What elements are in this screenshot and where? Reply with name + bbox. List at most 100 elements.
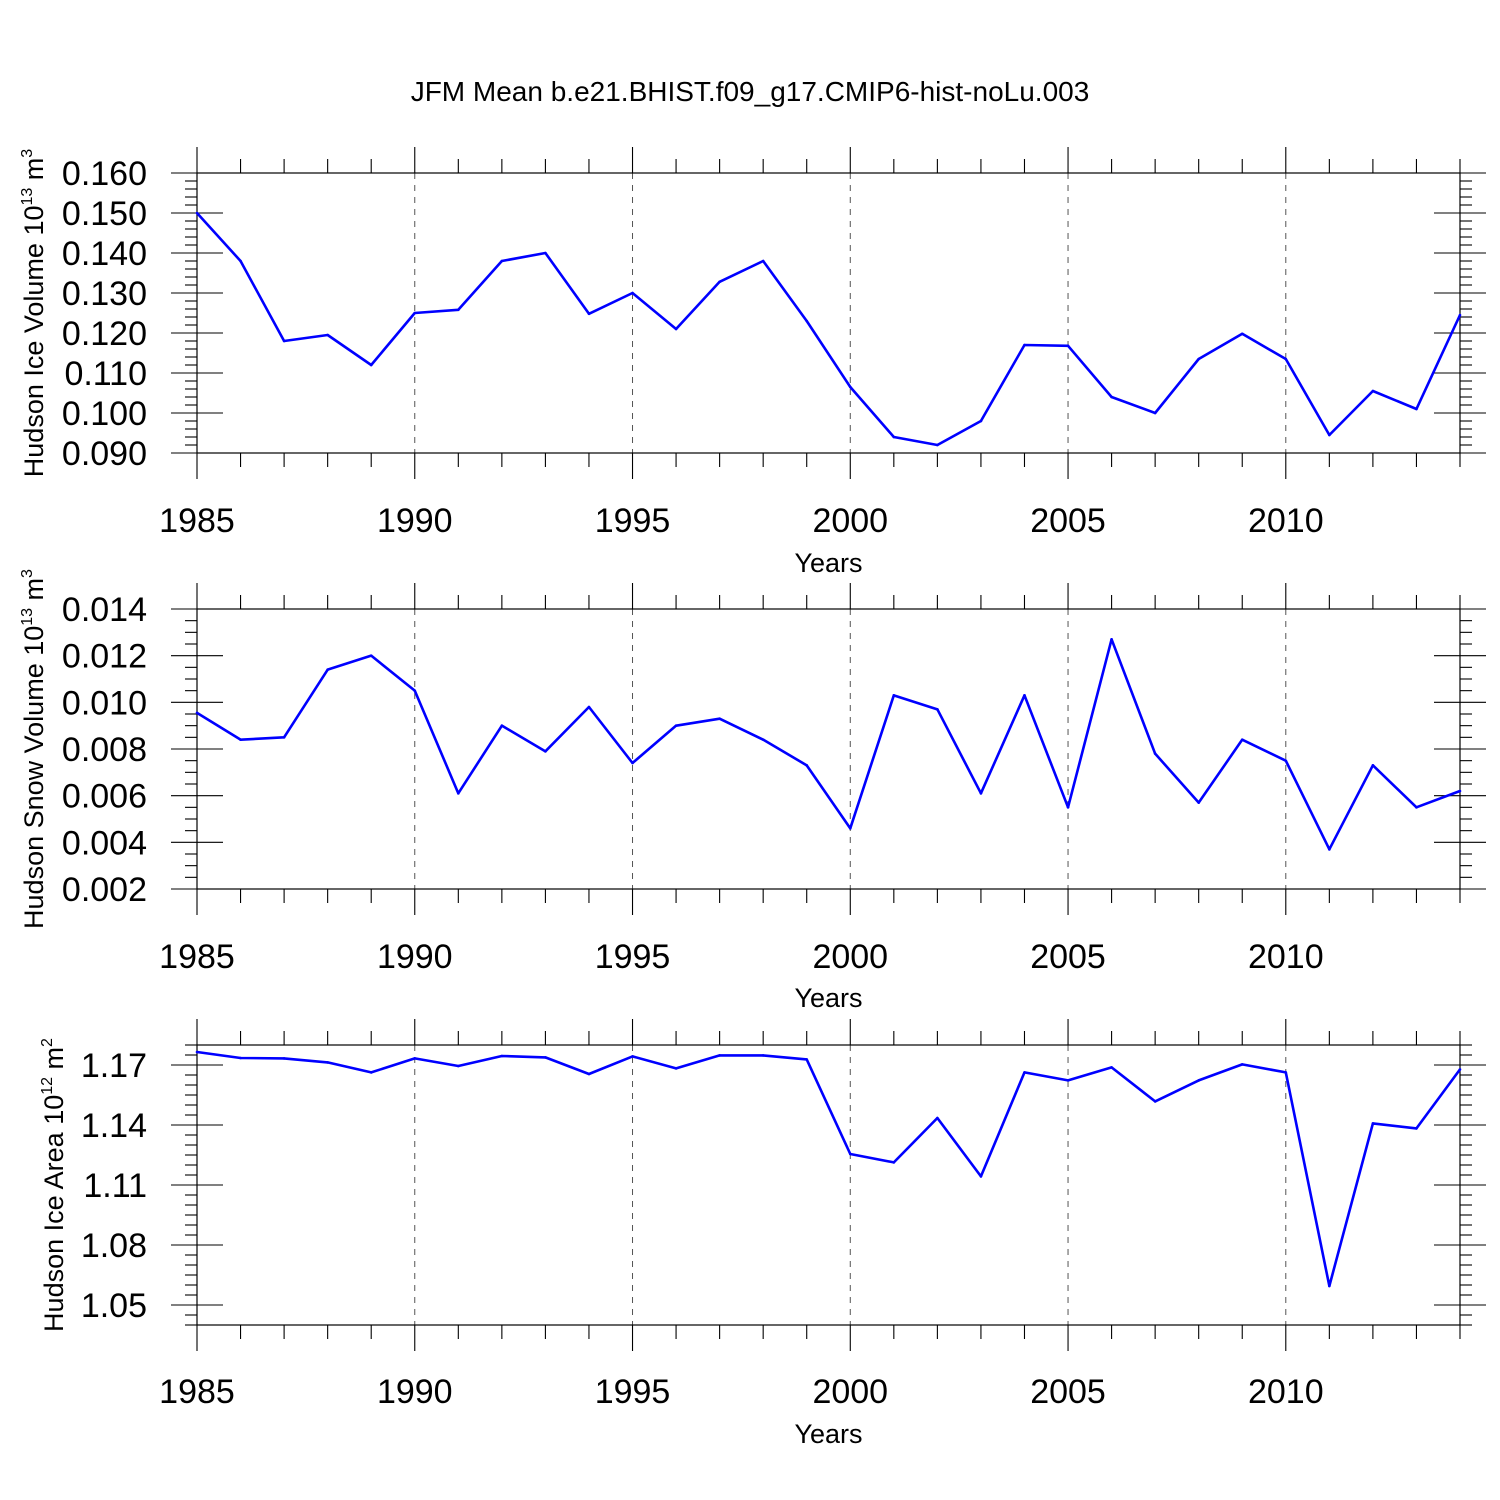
y-label-ylabel: Hudson Ice Area 10 xyxy=(39,1095,69,1332)
data-point xyxy=(587,1072,591,1076)
y-tick-label: 0.160 xyxy=(62,155,147,193)
data-point xyxy=(1066,1079,1070,1082)
data-point xyxy=(1328,1284,1331,1288)
data-point xyxy=(761,259,765,263)
x-tick-label: 1985 xyxy=(159,938,235,976)
data-point xyxy=(239,1056,242,1060)
series-line xyxy=(196,1050,1462,1288)
data-point xyxy=(761,1054,765,1057)
y-tick-label: 0.006 xyxy=(62,778,147,816)
y-label-yunit-pow: 2 xyxy=(39,1038,56,1047)
y-tick-label: 1.08 xyxy=(81,1227,147,1265)
data-point xyxy=(587,705,591,709)
x-tick-label: 1990 xyxy=(377,502,453,540)
data-point xyxy=(1023,694,1026,697)
data-point xyxy=(936,708,939,711)
data-point xyxy=(761,738,765,741)
data-point xyxy=(805,1058,809,1061)
x-tick-label: 1995 xyxy=(595,1373,671,1411)
data-point xyxy=(544,750,547,753)
data-point xyxy=(936,443,939,447)
x-tick-label: 2005 xyxy=(1030,502,1106,540)
y-label-yunit: m xyxy=(19,578,49,601)
data-point xyxy=(1328,848,1331,851)
panel-2: 1985 1990 1995 2000 2005 2010 0.002 0.004 0.006 0… xyxy=(8,569,1486,1013)
data-point xyxy=(457,1064,460,1068)
panel-3: 1985 1990 1995 2000 2005 2010 1.05 1.08 1.11 1.14… xyxy=(28,1019,1486,1449)
data-point xyxy=(1023,343,1026,347)
data-point xyxy=(1240,1063,1244,1066)
x-tick-label: 1995 xyxy=(595,502,671,540)
data-point xyxy=(936,1116,939,1120)
x-tick-label: 1995 xyxy=(595,938,671,976)
data-point xyxy=(1458,1068,1462,1071)
x-tick-label: 2010 xyxy=(1248,502,1324,540)
data-point xyxy=(674,327,678,331)
data-point xyxy=(195,711,199,715)
y-label-yunit-exp: 13 xyxy=(19,608,36,626)
series-line xyxy=(196,212,1462,447)
data-point xyxy=(326,1061,329,1064)
x-tick-label: 2010 xyxy=(1248,938,1324,976)
y-tick-label: 1.11 xyxy=(83,1167,147,1205)
data-point xyxy=(1284,357,1288,361)
data-point xyxy=(326,333,329,337)
data-point xyxy=(631,1055,634,1058)
data-point xyxy=(195,211,199,215)
plot-frame xyxy=(196,608,1461,890)
y-tick-label: 0.090 xyxy=(62,435,147,473)
x-axis-label: Years xyxy=(794,548,862,578)
data-point xyxy=(369,1071,373,1074)
data-point xyxy=(500,1054,504,1058)
data-point xyxy=(326,668,329,671)
y-label-space xyxy=(8,600,38,608)
data-point xyxy=(500,724,504,727)
y-label-ylabel: Hudson Snow Volume 10 xyxy=(19,626,49,929)
y-label-yunit-exp: 13 xyxy=(19,188,36,206)
data-point xyxy=(500,259,504,263)
data-point xyxy=(413,311,417,315)
data-point xyxy=(1197,801,1200,804)
data-point xyxy=(369,363,373,367)
data-point xyxy=(892,435,896,439)
data-point xyxy=(674,724,678,727)
data-point xyxy=(1415,1127,1418,1130)
plot-frame xyxy=(196,1044,1461,1326)
data-point xyxy=(413,689,417,692)
y-tick-label: 0.004 xyxy=(62,824,147,862)
data-point xyxy=(282,736,286,739)
x-tick-label: 2000 xyxy=(812,938,888,976)
y-tick-label: 1.14 xyxy=(81,1107,147,1145)
data-point xyxy=(1066,344,1070,348)
data-point xyxy=(1371,1122,1375,1125)
data-point xyxy=(848,385,852,389)
x-tick-label: 2000 xyxy=(812,502,888,540)
panels: 1985 1990 1995 2000 2005 20100.0900.1000.1100… xyxy=(8,147,1486,1449)
y-tick-label: 1.05 xyxy=(81,1287,147,1325)
y-tick-label: 0.014 xyxy=(62,591,147,629)
data-point xyxy=(1371,764,1375,767)
data-point xyxy=(1328,433,1331,437)
data-point xyxy=(718,717,721,720)
data-point xyxy=(1197,357,1200,361)
y-label-yunit-pow: 3 xyxy=(19,569,36,578)
data-point xyxy=(1153,752,1157,755)
data-point xyxy=(848,1152,852,1156)
data-point xyxy=(1153,411,1157,415)
data-point xyxy=(544,251,547,255)
x-axis-label: Years xyxy=(794,1419,862,1449)
y-label-space xyxy=(28,1069,58,1077)
data-point xyxy=(805,319,809,323)
data-point xyxy=(1240,738,1244,741)
data-point xyxy=(369,654,373,657)
chart-title: JFM Mean b.e21.BHIST.f09_g17.CMIP6-hist-… xyxy=(411,76,1090,107)
y-label-yunit-exp: 12 xyxy=(39,1077,56,1095)
data-point xyxy=(1197,1079,1200,1082)
data-point xyxy=(1371,389,1375,393)
data-point xyxy=(718,280,721,284)
y-tick-label: 0.150 xyxy=(62,195,147,233)
data-point xyxy=(892,1161,896,1164)
data-point xyxy=(239,738,242,741)
data-point xyxy=(1153,1100,1157,1103)
